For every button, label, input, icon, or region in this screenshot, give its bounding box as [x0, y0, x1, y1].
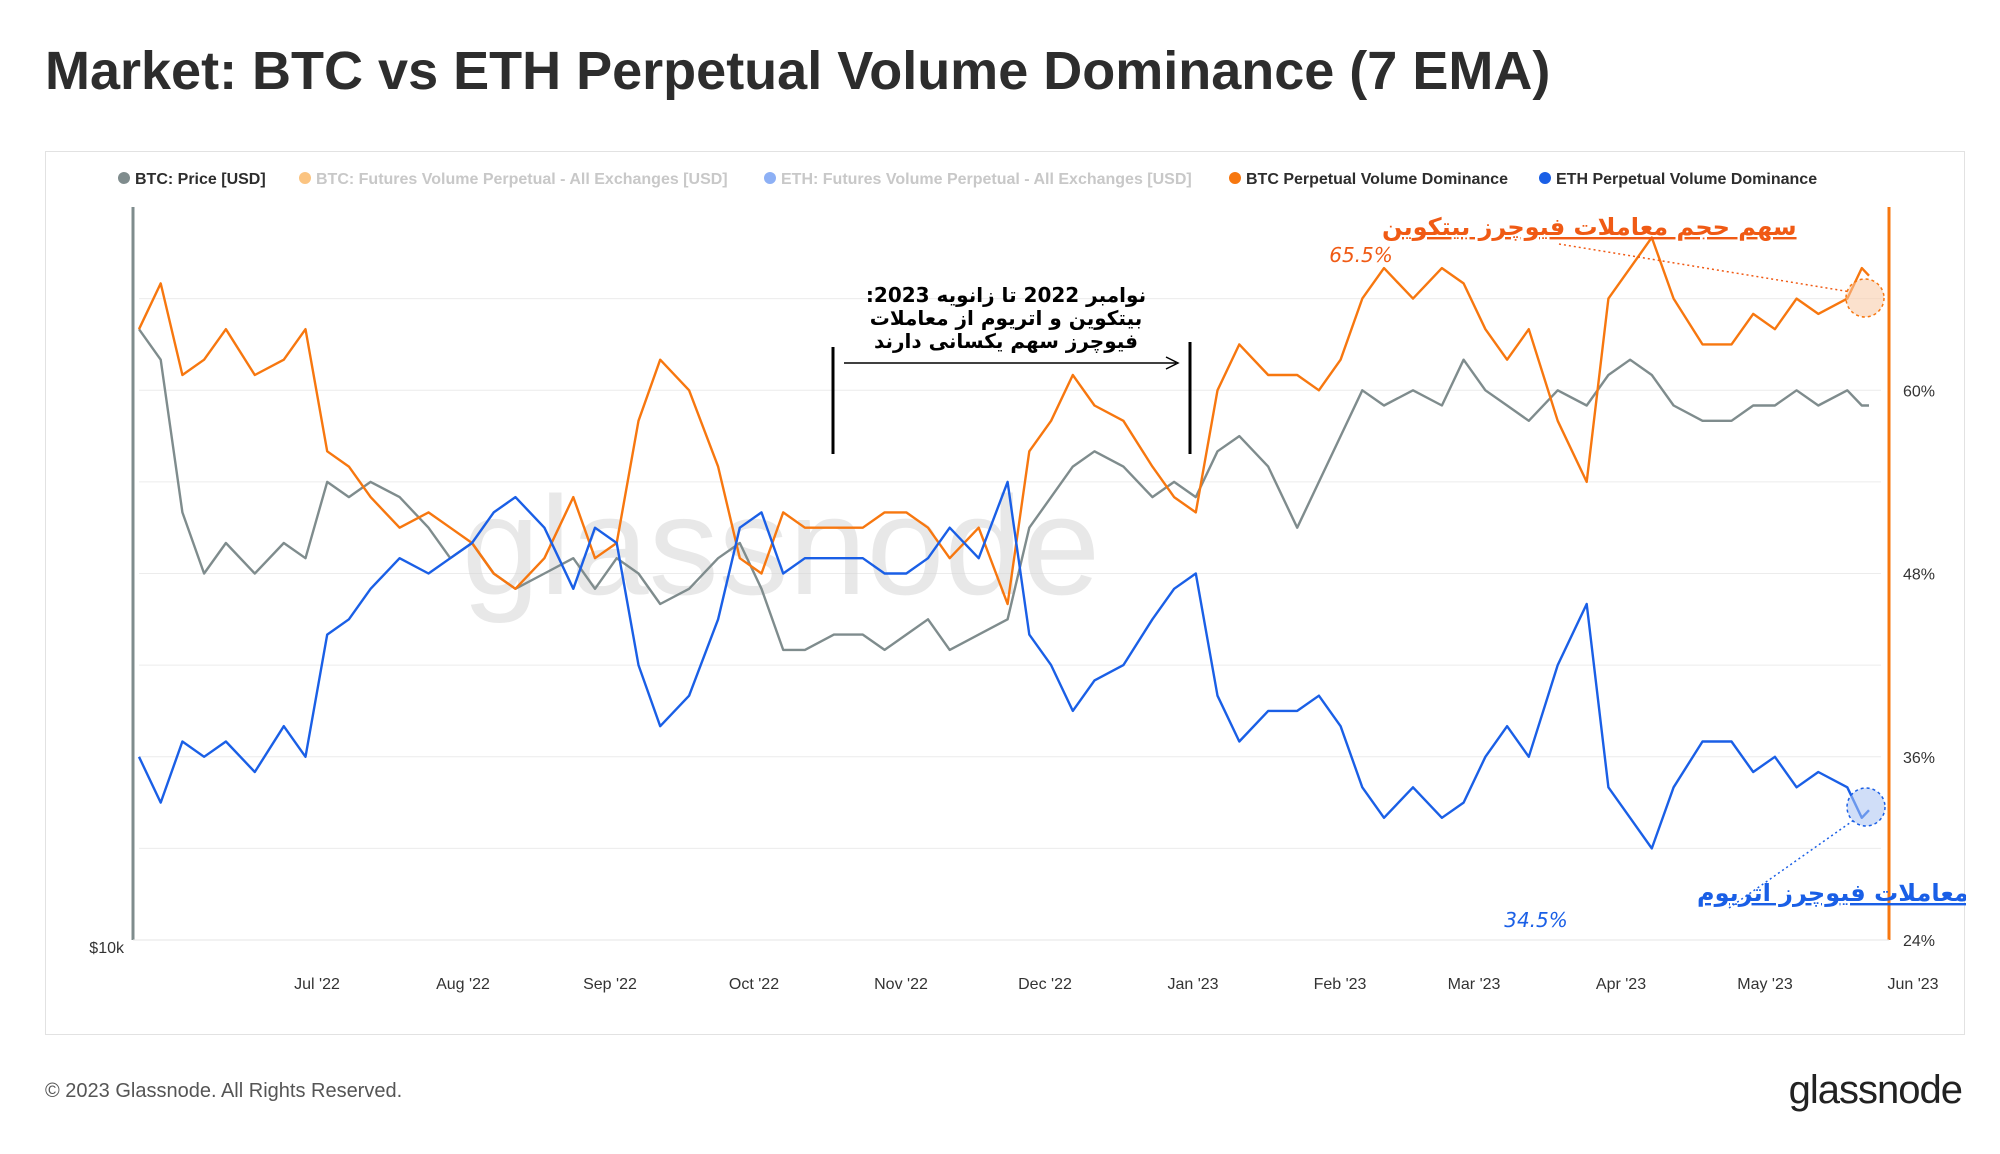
- x-tick-label: Jan '23: [1167, 976, 1218, 993]
- legend-label: ETH: Futures Volume Perpetual - All Exch…: [781, 171, 1192, 188]
- range-arrow-head: [1165, 356, 1180, 370]
- y-axis-ticks: 24% 36% 48% 60%: [1903, 383, 1935, 950]
- series-line-btc-price-usd-: [138, 328, 1869, 652]
- y-tick-label: 24%: [1903, 933, 1935, 950]
- legend-swatch: [764, 172, 776, 184]
- range-note-line2: بیتکوین و اتریوم از معاملات: [870, 306, 1143, 330]
- legend-swatch: [299, 172, 311, 184]
- page-title: Market: BTC vs ETH Perpetual Volume Domi…: [45, 41, 1551, 101]
- eth-annotation-leader: [1728, 819, 1855, 909]
- x-tick-label: Aug '22: [436, 976, 490, 993]
- legend-swatch: [118, 172, 130, 184]
- series-group: [137, 236, 1870, 850]
- y-left-label: $10k: [89, 940, 125, 957]
- eth-annotation-value: 34.5%: [1504, 908, 1568, 932]
- x-tick-label: Sep '22: [583, 976, 637, 993]
- legend-swatch: [1229, 172, 1241, 184]
- legend-item[interactable]: BTC: Price [USD]: [118, 171, 266, 188]
- legend-swatch: [1539, 172, 1551, 184]
- legend-label: BTC: Futures Volume Perpetual - All Exch…: [316, 171, 728, 188]
- legend-label: BTC: Price [USD]: [135, 171, 266, 188]
- footer-copyright: © 2023 Glassnode. All Rights Reserved.: [45, 1080, 403, 1102]
- x-tick-label: Jun '23: [1887, 976, 1938, 993]
- y-tick-label: 48%: [1903, 567, 1935, 584]
- eth-annotation-label: سهم حجم معاملات فیوچرز اتریوم: [1697, 879, 1966, 907]
- btc-annotation-label: سهم حجم معاملات فیوچرز بیتکوین: [1382, 213, 1797, 241]
- watermark: glassnode: [462, 467, 1100, 624]
- x-axis-ticks: Jul '22 Aug '22 Sep '22 Oct '22 Nov '22 Dec '…: [294, 976, 1939, 993]
- series-line-eth-perpetual-volume-dominance: [137, 480, 1870, 850]
- range-note-line3: فیوچرز سهم یکسانی دارند: [874, 329, 1138, 354]
- series-line-btc-perpetual-volume-dominance: [137, 236, 1870, 606]
- x-tick-label: May '23: [1737, 976, 1793, 993]
- legend-label: BTC Perpetual Volume Dominance: [1246, 171, 1508, 188]
- chart-frame: glassnode BTC: Price [USD] BTC: Futures V…: [45, 151, 1966, 1035]
- x-tick-label: Nov '22: [874, 976, 928, 993]
- y-tick-label: 36%: [1903, 750, 1935, 767]
- chart-svg: glassnode BTC: Price [USD] BTC: Futures V…: [89, 171, 1966, 993]
- y-tick-label: 60%: [1903, 383, 1935, 400]
- legend: BTC: Price [USD] BTC: Futures Volume Perp…: [118, 171, 1817, 188]
- glassnode-logo: glassnode: [1788, 1068, 1963, 1112]
- legend-item[interactable]: BTC: Futures Volume Perpetual - All Exch…: [299, 171, 728, 188]
- x-tick-label: Mar '23: [1448, 976, 1501, 993]
- btc-annotation-leader: [1558, 243, 1852, 293]
- x-tick-label: Jul '22: [294, 976, 340, 993]
- legend-item[interactable]: ETH: Futures Volume Perpetual - All Exch…: [764, 171, 1192, 188]
- btc-annotation-value: 65.5%: [1329, 243, 1393, 267]
- x-tick-label: Apr '23: [1596, 976, 1646, 993]
- x-tick-label: Feb '23: [1314, 976, 1367, 993]
- btc-end-highlight: [1845, 278, 1885, 318]
- x-tick-label: Dec '22: [1018, 976, 1072, 993]
- eth-end-highlight: [1846, 787, 1886, 827]
- range-note-line1: نوامبر 2022 تا زانویه 2023:: [866, 283, 1146, 307]
- x-tick-label: Oct '22: [729, 976, 779, 993]
- legend-item[interactable]: BTC Perpetual Volume Dominance: [1229, 171, 1508, 188]
- legend-item[interactable]: ETH Perpetual Volume Dominance: [1539, 171, 1817, 188]
- legend-label: ETH Perpetual Volume Dominance: [1556, 171, 1817, 188]
